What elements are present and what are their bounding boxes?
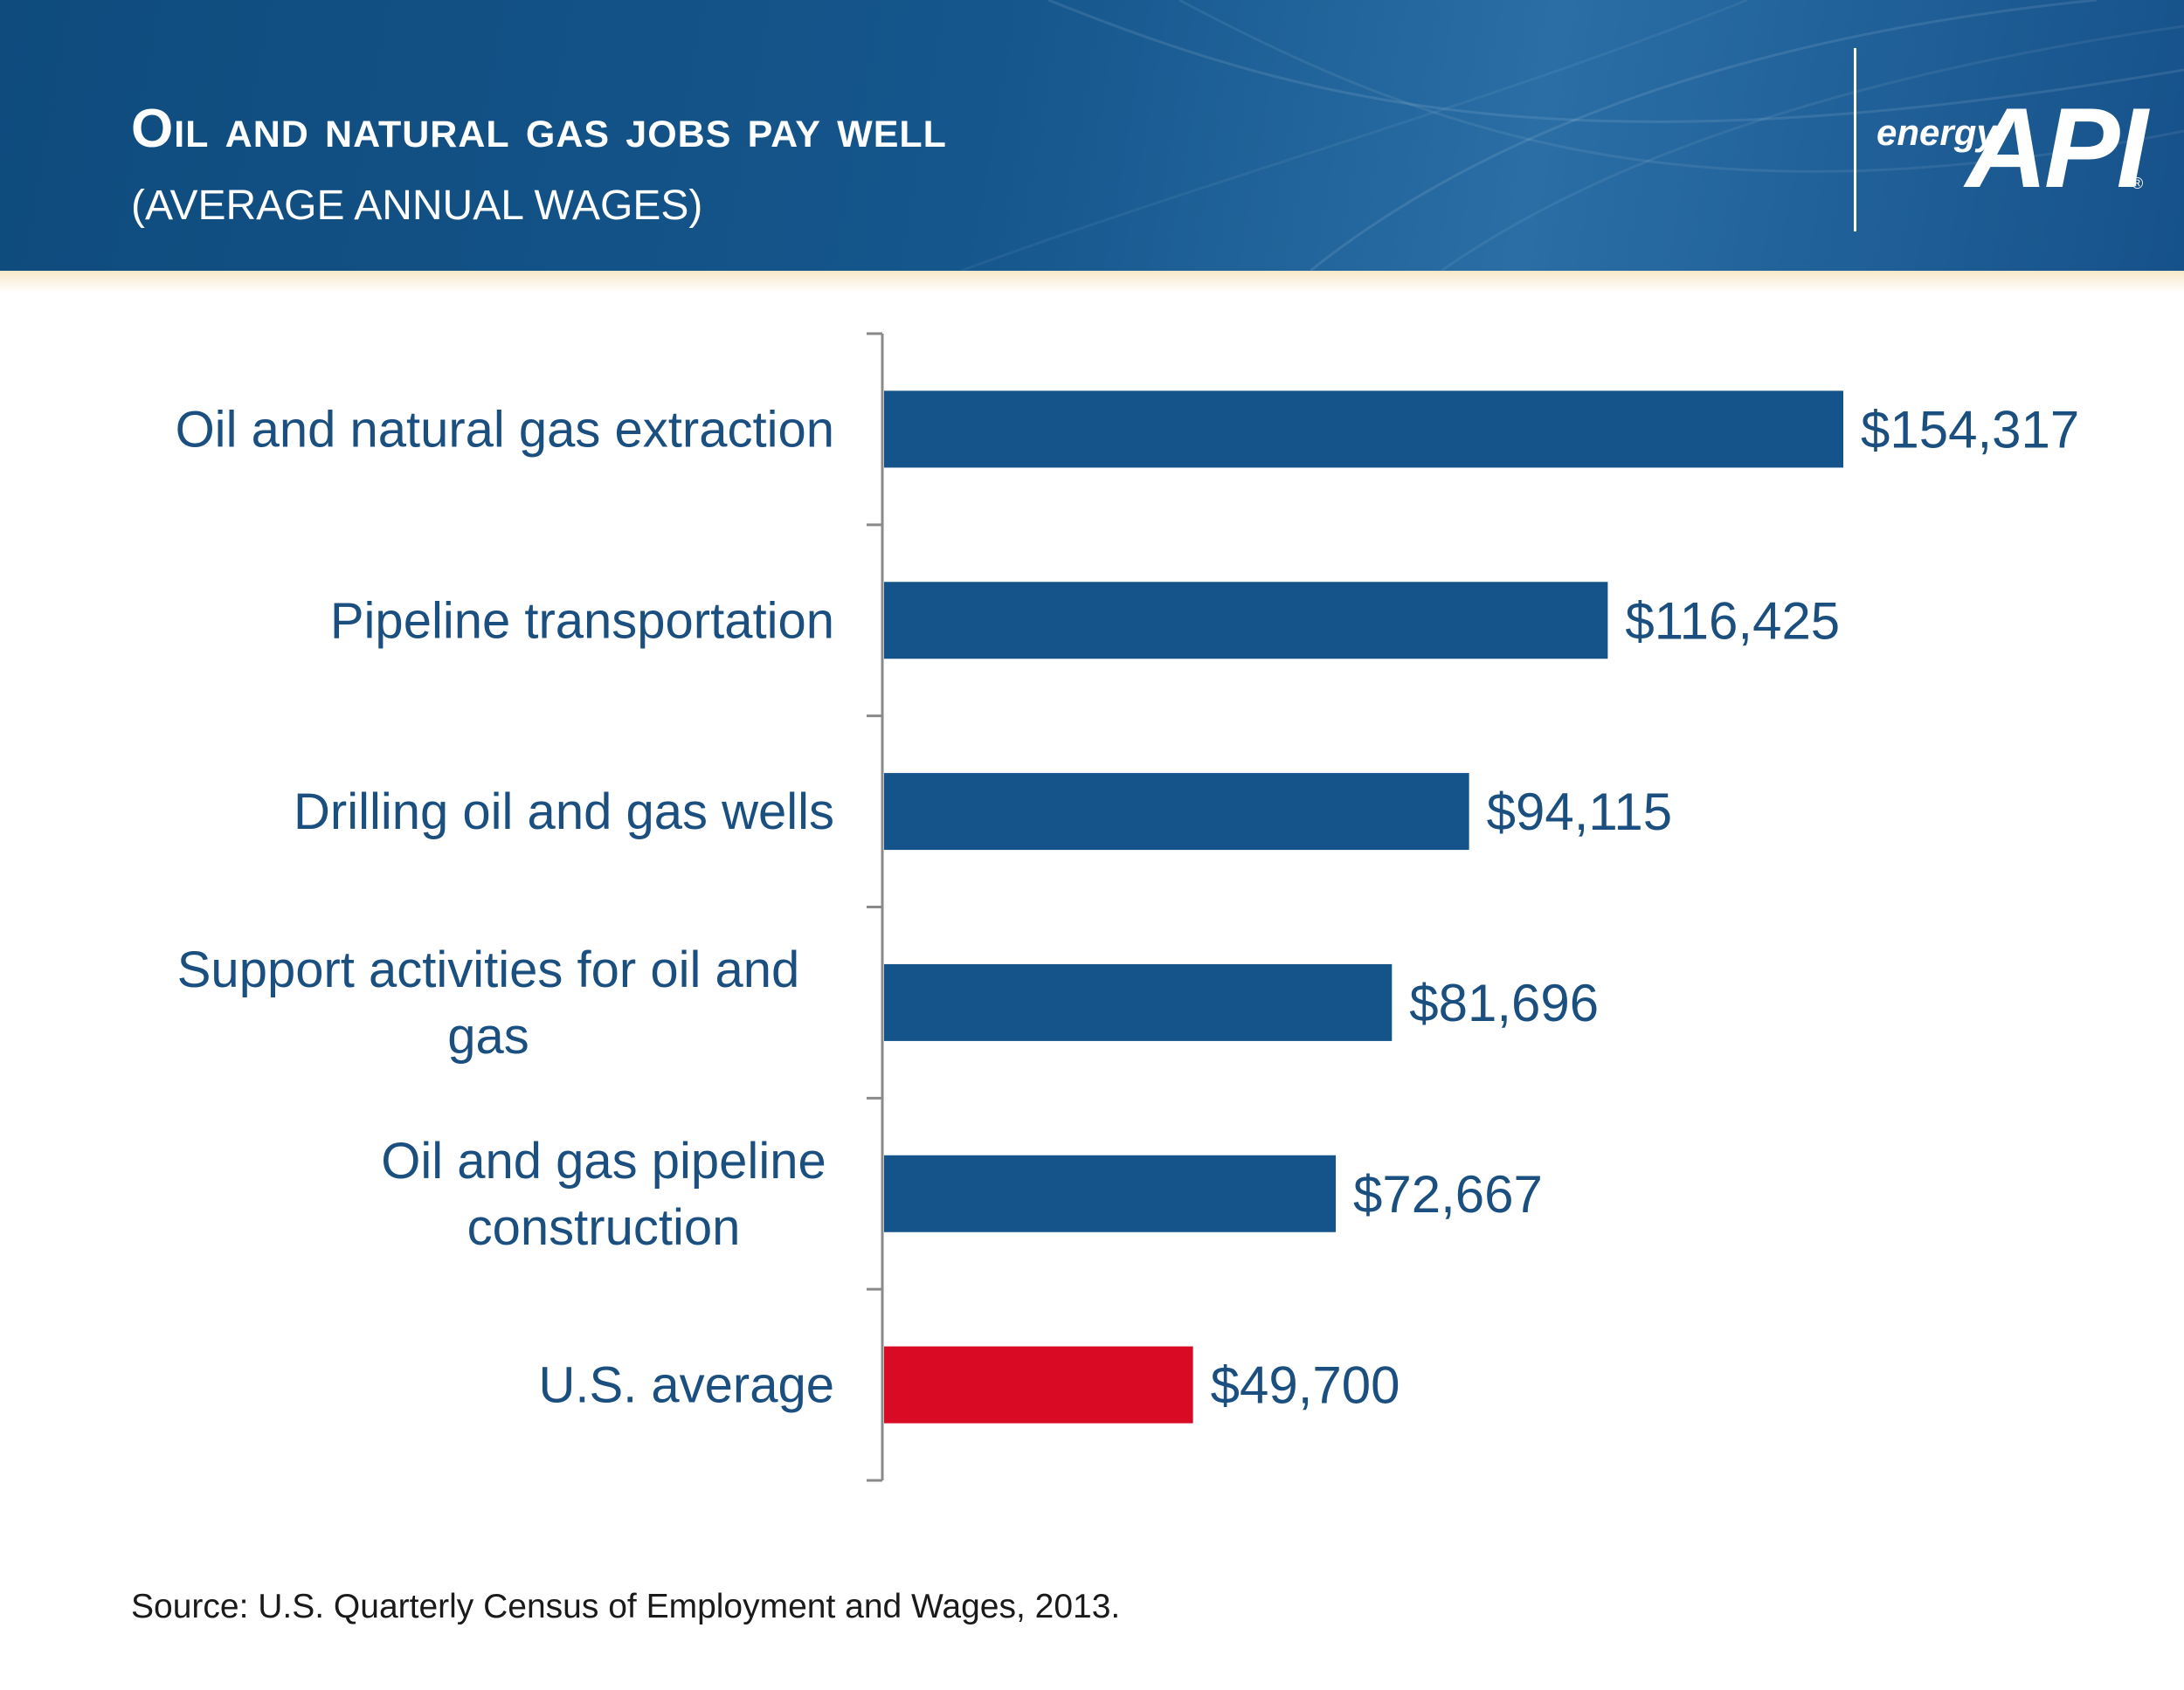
chart-subtitle: (AVERAGE ANNUAL WAGES) (131, 183, 703, 229)
value-label: $154,317 (1861, 400, 2079, 459)
chart-axis (867, 332, 884, 1482)
category-label: Oil and gas pipeline construction (381, 1133, 826, 1256)
brand-divider (1854, 48, 1856, 231)
brand-energy-word: energy (1876, 112, 1997, 153)
category-label-line: Support activities for oil and (177, 942, 799, 998)
value-label: $94,115 (1487, 783, 1672, 841)
bar (884, 1155, 1337, 1232)
bar (884, 963, 1393, 1041)
api-logo: API (1966, 84, 2148, 211)
bar (884, 390, 1843, 468)
category-label: Pipeline transportation (330, 592, 834, 649)
chart-title: Oil and natural gas jobs pay well (131, 99, 947, 159)
category-label-line: Oil and gas pipeline (381, 1133, 826, 1190)
category-label-line: Oil and natural gas extraction (176, 401, 834, 458)
header-glow (0, 271, 2184, 293)
bar (884, 773, 1469, 851)
source-note: Source: U.S. Quarterly Census of Employm… (131, 1588, 1121, 1625)
bar (884, 582, 1608, 659)
value-label: $81,696 (1409, 974, 1599, 1032)
value-label: $72,667 (1353, 1165, 1543, 1224)
chart-labels: $154,317 Oil and natural gas extraction $1… (176, 400, 2080, 1414)
chart-bars (884, 390, 1843, 1424)
category-label-line: construction (467, 1199, 741, 1256)
category-label: Drilling oil and gas wells (294, 783, 834, 840)
category-label: Support activities for oil and gas (177, 942, 799, 1065)
category-label: U.S. average (538, 1357, 834, 1414)
category-label-line: Drilling oil and gas wells (294, 783, 834, 840)
value-label: $116,425 (1625, 591, 1840, 650)
bar (884, 1346, 1193, 1424)
category-label-line: Pipeline transportation (330, 592, 834, 649)
header-banner: Oil and natural gas jobs pay well (AVERA… (0, 0, 2184, 271)
header-swoosh-decoration (960, 0, 2184, 271)
category-label-line: U.S. average (538, 1357, 834, 1414)
category-label-line: gas (447, 1008, 529, 1065)
value-label: $49,700 (1211, 1356, 1400, 1415)
registered-mark: ® (2132, 175, 2144, 192)
category-label: Oil and natural gas extraction (176, 401, 834, 458)
